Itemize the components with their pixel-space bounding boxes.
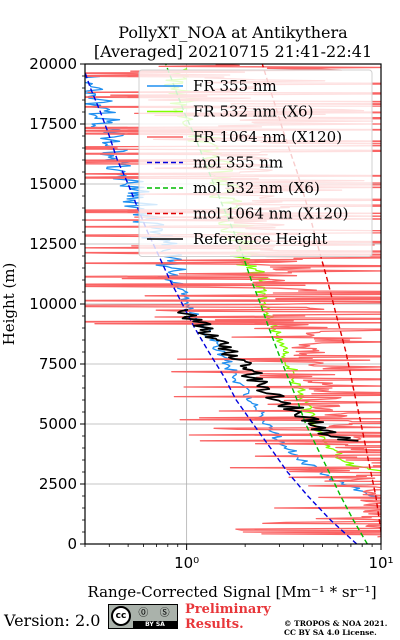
x-tick-label: 10⁰ (174, 554, 199, 572)
y-tick-label: 7500 (39, 355, 77, 373)
by-sa-icon: ⓪ Ⓢ (138, 608, 174, 619)
y-tick-label: 15000 (29, 175, 77, 193)
y-tick-label: 10000 (29, 295, 77, 313)
legend-entry-fr-1064-nm-x120-label: FR 1064 nm (X120) (193, 128, 342, 146)
y-tick-label: 12500 (29, 235, 77, 253)
by-sa-strip: BY SA (133, 621, 177, 628)
series-reference-height (177, 308, 359, 442)
preliminary-line2: Results. (185, 617, 244, 632)
copyright-note: © TROPOS & NOA 2021. CC BY SA 4.0 Licens… (284, 619, 387, 637)
copyright-line1: © TROPOS & NOA 2021. (284, 619, 388, 628)
legend-box (138, 69, 373, 257)
chart: PollyXT_NOA at Antikythera [Averaged] 20… (0, 23, 394, 600)
x-axis-label: Range-Corrected Signal [Mm⁻¹ * sr⁻¹] (87, 583, 376, 600)
axis-ticks: 0 2500 5000 7500 10000 12500 15000 17500 20000 10… (29, 55, 393, 572)
legend-entry-mol-355-nm-label: mol 355 nm (193, 154, 283, 172)
cc-icon: cc (111, 606, 131, 626)
series-mol-355-nm (85, 70, 358, 544)
y-tick-label: 20000 (29, 55, 77, 73)
legend-entry-mol-532-nm-x6-label: mol 532 nm (X6) (193, 179, 320, 197)
version-label: Version: 2.0 (4, 611, 101, 630)
preliminary-line1: Preliminary (185, 602, 271, 617)
y-axis-label: Height (m) (0, 263, 18, 346)
copyright-line2: CC BY SA 4.0 License. (284, 628, 377, 637)
y-tick-label: 2500 (39, 475, 77, 493)
x-tick-label: 10¹ (368, 554, 393, 572)
legend-entry-reference-height-label: Reference Height (193, 230, 327, 248)
y-tick-label: 0 (67, 535, 77, 553)
preliminary-results-note: Preliminary Results. (185, 602, 271, 632)
legend-entry-fr-355-nm-label: FR 355 nm (193, 77, 277, 95)
chart-title-line1: PollyXT_NOA at Antikythera (118, 23, 348, 42)
y-tick-label: 5000 (39, 415, 77, 433)
cc-license-badge[interactable]: cc ⓪ Ⓢ BY SA (108, 604, 178, 629)
y-tick-label: 17500 (29, 115, 77, 133)
legend-entry-mol-1064-nm-x120-label: mol 1064 nm (X120) (193, 205, 348, 223)
legend: FR 355 nm FR 532 nm (X6) FR 1064 nm (X120)… (138, 69, 373, 257)
legend-entry-fr-532-nm-x6-label: FR 532 nm (X6) (193, 103, 313, 121)
chart-title-line2: [Averaged] 20210715 21:41-22:41 (94, 42, 372, 61)
